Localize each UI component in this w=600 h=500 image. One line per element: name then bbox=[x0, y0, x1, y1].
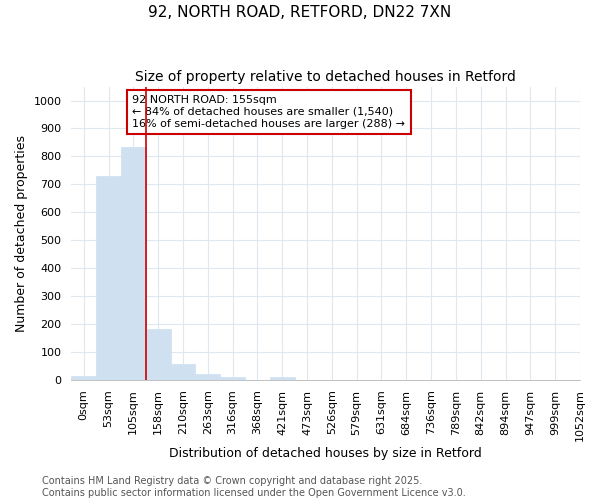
Text: 92, NORTH ROAD, RETFORD, DN22 7XN: 92, NORTH ROAD, RETFORD, DN22 7XN bbox=[148, 5, 452, 20]
Bar bbox=[270, 377, 295, 380]
Bar bbox=[96, 176, 121, 380]
Bar bbox=[170, 364, 196, 380]
Y-axis label: Number of detached properties: Number of detached properties bbox=[15, 134, 28, 332]
Title: Size of property relative to detached houses in Retford: Size of property relative to detached ho… bbox=[135, 70, 516, 84]
Bar bbox=[196, 374, 220, 380]
X-axis label: Distribution of detached houses by size in Retford: Distribution of detached houses by size … bbox=[169, 447, 482, 460]
Bar bbox=[71, 376, 96, 380]
Bar bbox=[220, 377, 245, 380]
Bar bbox=[121, 146, 146, 380]
Bar bbox=[146, 328, 170, 380]
Text: Contains HM Land Registry data © Crown copyright and database right 2025.
Contai: Contains HM Land Registry data © Crown c… bbox=[42, 476, 466, 498]
Text: 92 NORTH ROAD: 155sqm
← 84% of detached houses are smaller (1,540)
16% of semi-d: 92 NORTH ROAD: 155sqm ← 84% of detached … bbox=[133, 96, 406, 128]
